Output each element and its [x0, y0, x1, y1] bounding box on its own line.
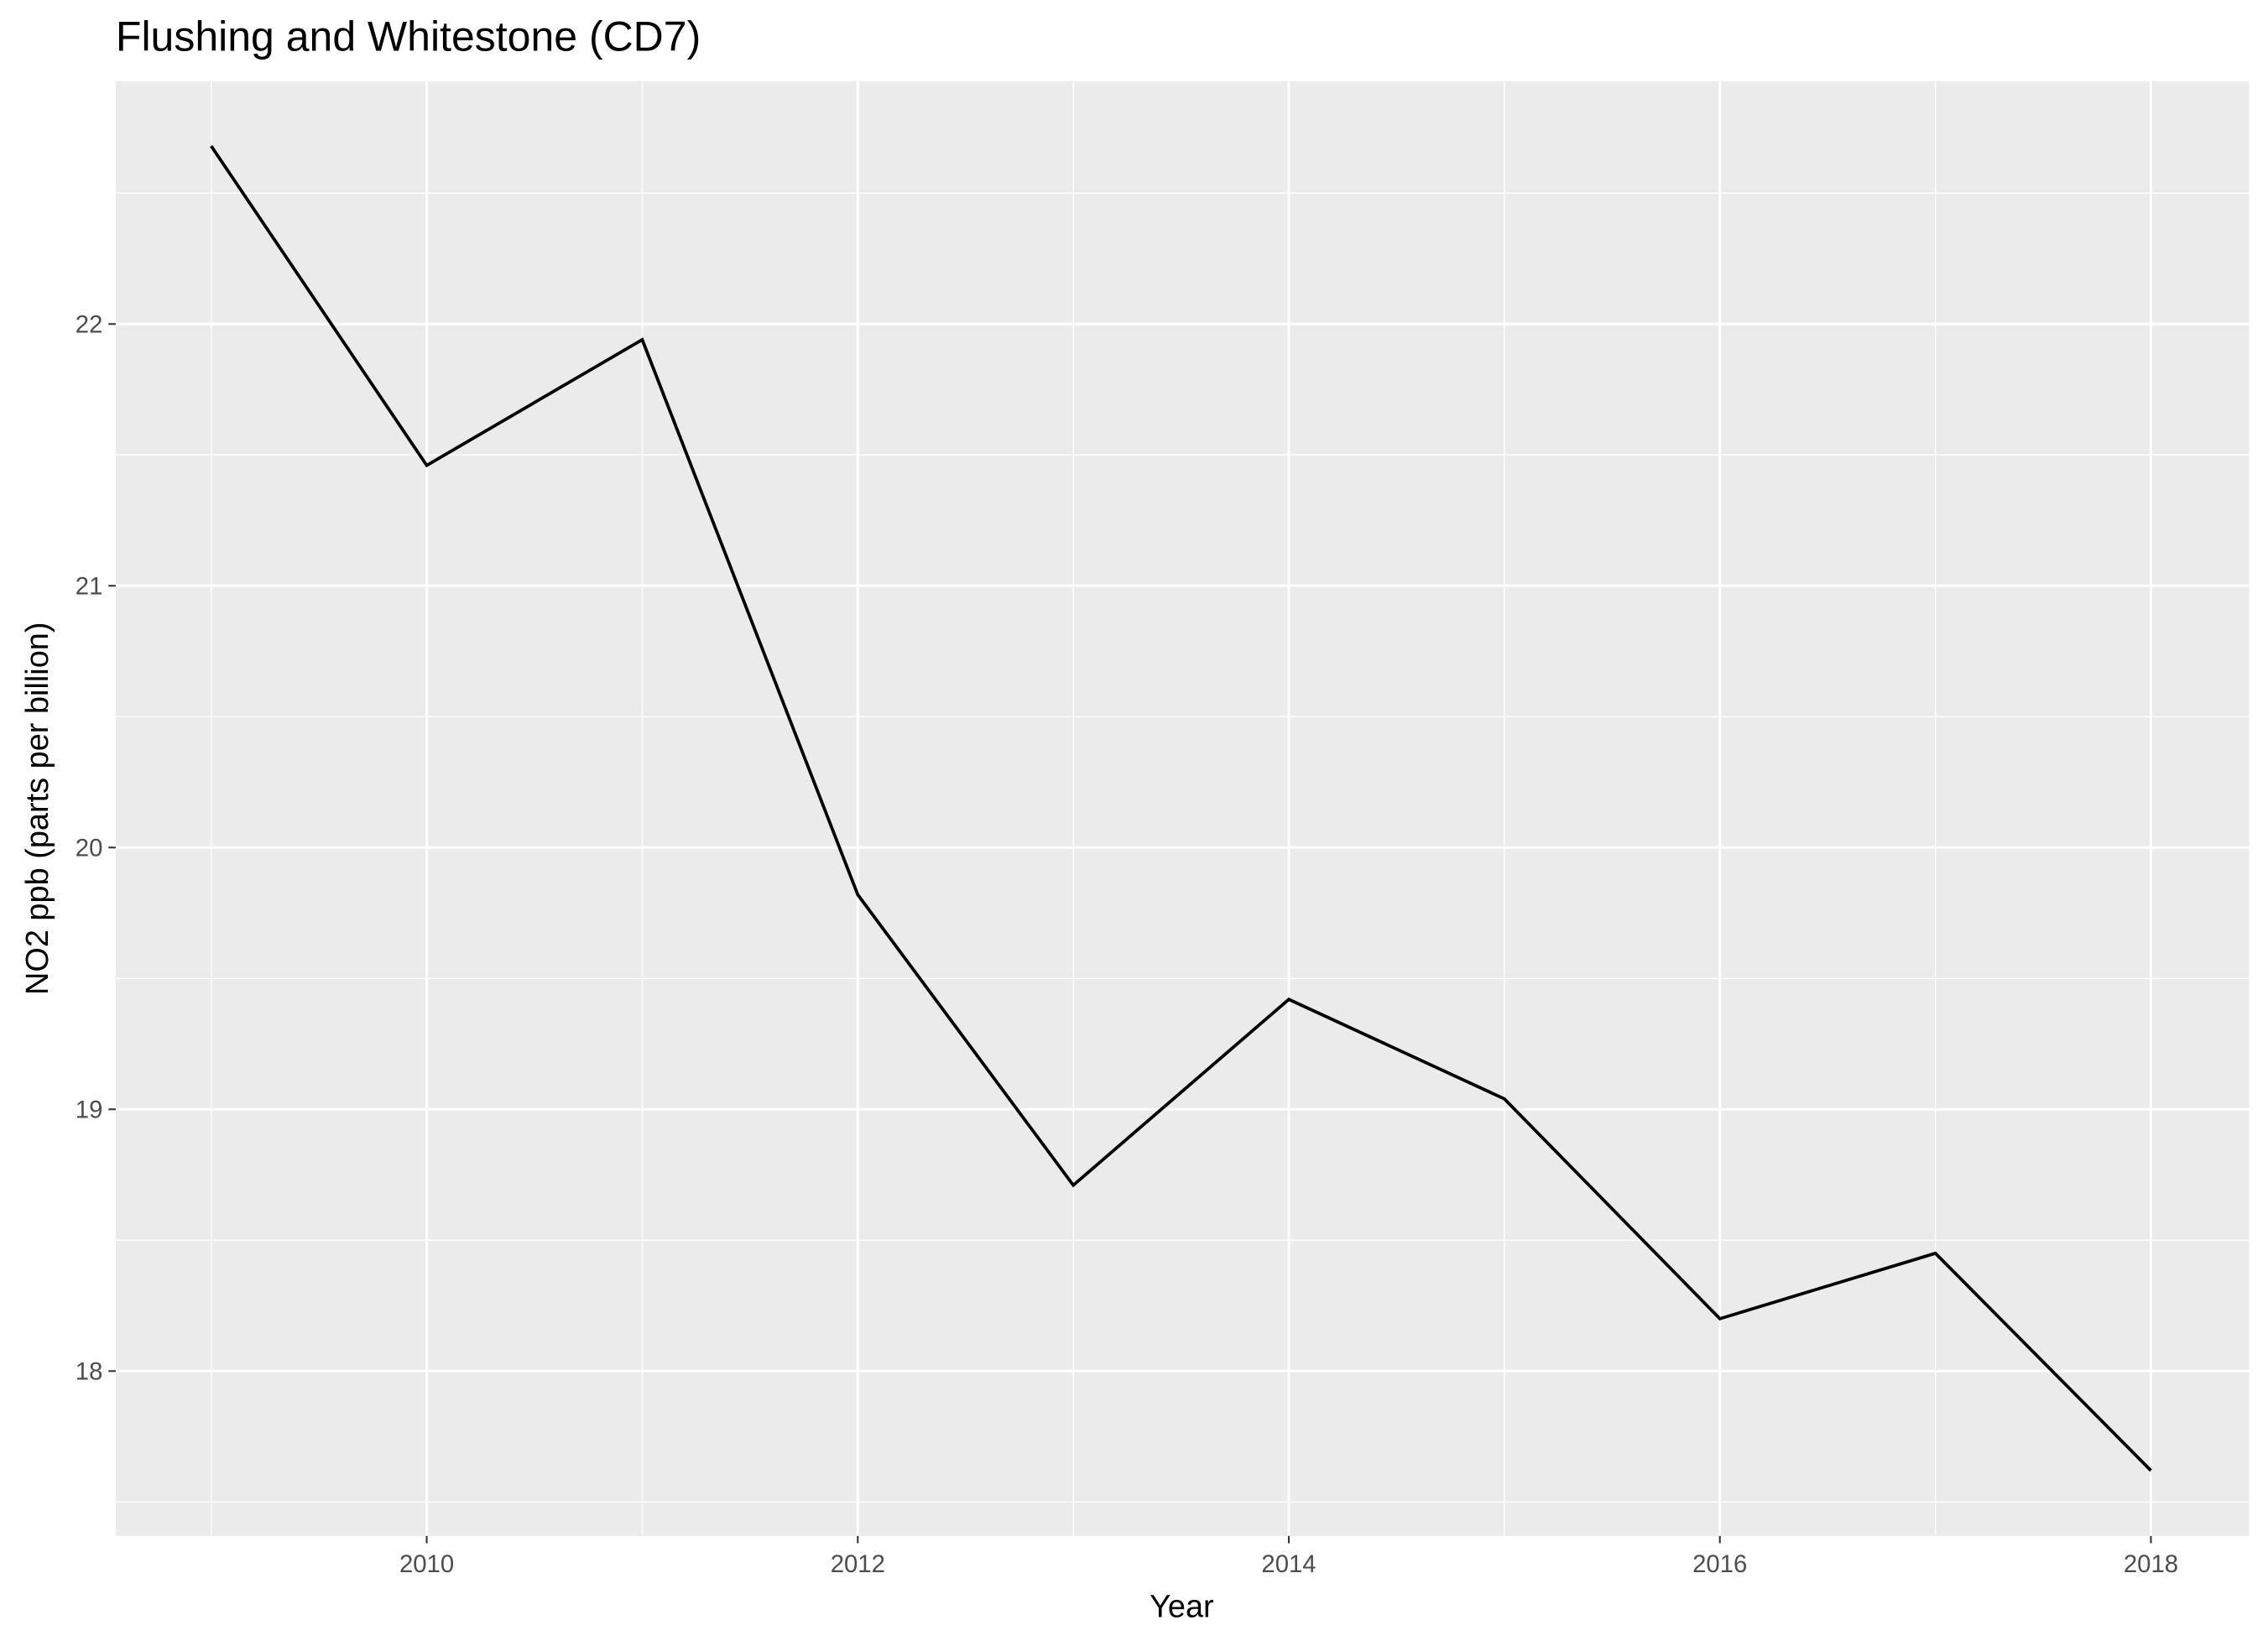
x-tick-label: 2012	[831, 1550, 885, 1578]
chart-title: Flushing and Whitestone (CD7)	[116, 13, 701, 60]
y-tick-label: 20	[76, 835, 103, 862]
y-axis-label: NO2 ppb (parts per billion)	[20, 622, 55, 995]
x-axis-label: Year	[1150, 1589, 1214, 1624]
x-tick-label: 2014	[1261, 1550, 1316, 1578]
x-tick-label: 2010	[399, 1550, 454, 1578]
plot-panel	[115, 81, 2250, 1536]
y-tick-label: 18	[76, 1358, 103, 1386]
line-series	[210, 144, 2152, 1472]
x-tick-label: 2016	[1692, 1550, 1747, 1578]
y-tick-label: 21	[76, 573, 103, 601]
x-tick-label: 2018	[2124, 1550, 2178, 1578]
y-tick-label: 19	[76, 1096, 103, 1124]
y-tick-label: 22	[76, 311, 103, 339]
